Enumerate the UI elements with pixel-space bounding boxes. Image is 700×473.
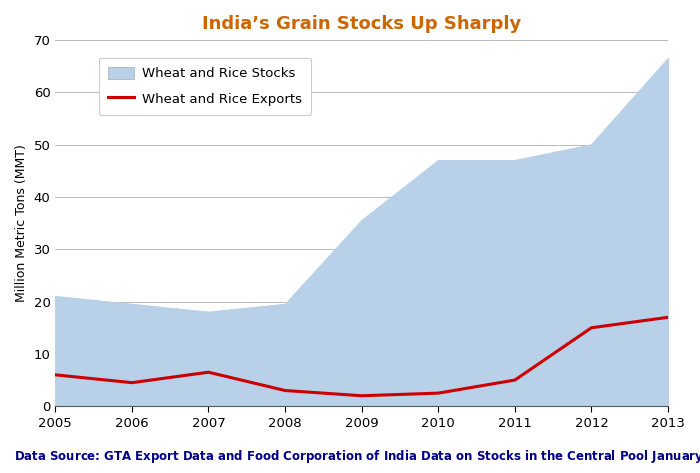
Title: India’s Grain Stocks Up Sharply: India’s Grain Stocks Up Sharply [202, 15, 522, 33]
Y-axis label: Million Metric Tons (MMT): Million Metric Tons (MMT) [15, 144, 28, 302]
Legend: Wheat and Rice Stocks, Wheat and Rice Exports: Wheat and Rice Stocks, Wheat and Rice Ex… [99, 58, 312, 115]
Text: Data Source: GTA Export Data and Food Corporation of India Data on Stocks in the: Data Source: GTA Export Data and Food Co… [14, 447, 700, 466]
